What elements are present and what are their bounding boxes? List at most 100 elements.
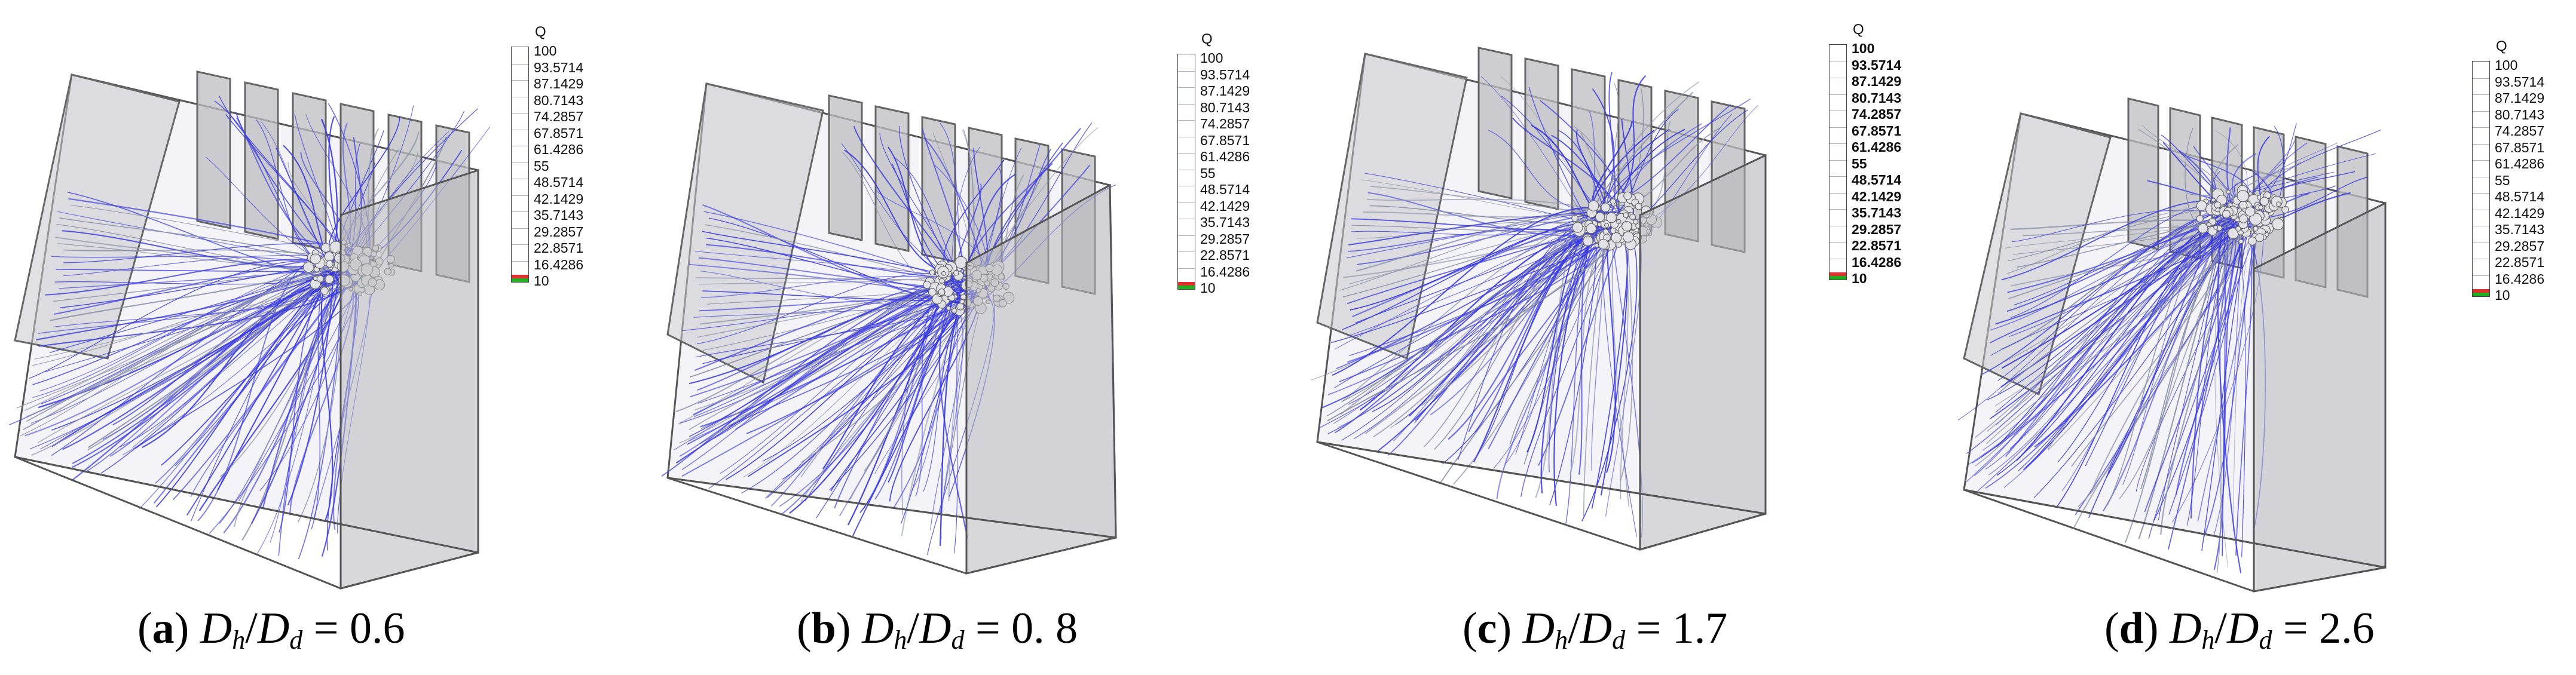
legend-label: 74.2857 xyxy=(1852,106,1902,122)
legend-tick xyxy=(1178,70,1195,72)
legend-tick xyxy=(512,195,528,196)
baffle-plate xyxy=(1477,47,1513,200)
streamline xyxy=(1596,98,1751,211)
legend-label: 87.1429 xyxy=(534,76,584,91)
legend-label: 35.7143 xyxy=(1852,205,1902,220)
bubble xyxy=(946,305,952,311)
bubble xyxy=(929,269,935,276)
caption-subscript-h: h xyxy=(1555,625,1568,655)
legend-title: Q xyxy=(1201,31,1213,47)
streamline xyxy=(705,237,986,291)
legend-tick xyxy=(1178,153,1195,154)
legend-label: 10 xyxy=(2495,287,2510,303)
legend-label: 22.8571 xyxy=(1852,238,1902,253)
bubble xyxy=(1623,191,1632,200)
bubble xyxy=(1587,200,1599,211)
streamline xyxy=(1988,216,2247,475)
bubble xyxy=(2196,214,2204,223)
streamline-render-c xyxy=(1311,47,1767,551)
streamline xyxy=(1339,229,1613,382)
legend-tick xyxy=(2473,193,2489,194)
bubble xyxy=(923,281,931,289)
legend-label: 80.7143 xyxy=(1852,90,1902,106)
streamline xyxy=(2119,220,2256,499)
caption-subscript-h: h xyxy=(2201,625,2215,655)
streamline xyxy=(2223,161,2302,210)
streamline xyxy=(1981,217,2250,458)
streamline xyxy=(44,265,356,373)
legend-label: 22.8571 xyxy=(1200,247,1250,263)
baffle-plate xyxy=(921,116,956,263)
bubble xyxy=(2235,226,2241,232)
caption-equals: = xyxy=(302,604,350,653)
legend-label: 74.2857 xyxy=(534,109,584,124)
caption-symbol-D: D xyxy=(1580,604,1613,653)
basin-side-wall xyxy=(339,168,479,590)
legend-title: Q xyxy=(1853,22,1864,38)
caption-a: (a) Dh/Dd = 0.6 xyxy=(137,604,405,655)
bubble xyxy=(1633,219,1639,225)
legend-swatch-red xyxy=(512,275,528,278)
baffle-plate xyxy=(828,94,863,241)
legend-tick xyxy=(1178,202,1195,203)
streamline xyxy=(2229,226,2246,557)
legend-label: 35.7143 xyxy=(534,207,584,223)
streamline xyxy=(19,268,368,437)
legend-label: 67.8571 xyxy=(1200,132,1250,148)
basin-floor-edge xyxy=(1963,489,2386,593)
caption-equals: = xyxy=(1625,604,1672,653)
legend-tick xyxy=(512,80,528,81)
legend-label: 74.2857 xyxy=(1200,116,1250,131)
legend-colorbar xyxy=(1177,54,1195,290)
legend-label: 48.5714 xyxy=(1200,182,1250,197)
streamline xyxy=(287,263,334,505)
bubble xyxy=(1571,214,1579,222)
streamline xyxy=(39,257,332,392)
streamline xyxy=(1352,220,1596,318)
panel-d: Q 100 93.5714 87.1429 80.7143 74.2857 67.8571 6… xyxy=(1931,0,2575,675)
bubble xyxy=(1605,212,1617,223)
bubble xyxy=(2213,225,2219,230)
legend-label: 93.5714 xyxy=(534,59,584,75)
streamline xyxy=(767,300,978,498)
legend-colorbar xyxy=(1829,44,1847,280)
legend-label: 48.5714 xyxy=(534,174,584,190)
bubble xyxy=(2237,190,2249,202)
basin-back-wall xyxy=(666,82,824,384)
streamline xyxy=(2102,218,2237,512)
bubble xyxy=(1610,198,1616,205)
streamline xyxy=(2235,200,2253,556)
legend-title: Q xyxy=(535,24,546,40)
legend-tick xyxy=(512,228,528,229)
legend-swatch-green xyxy=(2473,293,2489,296)
legend-label: 10 xyxy=(1852,271,1867,286)
legend-label: 16.4286 xyxy=(1852,254,1902,270)
legend-label: 16.4286 xyxy=(1200,263,1250,280)
streamline xyxy=(698,257,955,289)
legend-label: 100 xyxy=(2495,57,2518,73)
legend-swatch-green xyxy=(1829,276,1846,280)
legend-label: 10 xyxy=(1200,280,1216,296)
caption-letter: c xyxy=(1477,604,1497,653)
bubble xyxy=(2248,191,2253,196)
bubble xyxy=(326,260,334,268)
legend-tick xyxy=(1178,87,1195,88)
streamline xyxy=(2210,170,2243,227)
caption-equals: = xyxy=(2272,604,2320,653)
basin-floor-edge xyxy=(14,456,479,590)
caption-subscript-d: d xyxy=(2259,625,2272,655)
streamline xyxy=(1620,233,1629,499)
legend-label: 22.8571 xyxy=(534,240,584,256)
legend-label: 16.4286 xyxy=(2495,271,2545,287)
caption-subscript-d: d xyxy=(951,625,965,655)
legend-tick xyxy=(2473,275,2489,276)
panel-c: Q 100 93.5714 87.1429 80.7143 74.2857 67.8571 6… xyxy=(1287,0,1931,675)
streamline xyxy=(1987,217,2248,432)
streamline xyxy=(1339,206,1601,291)
bubble xyxy=(1598,238,1609,250)
bubble xyxy=(1616,219,1622,225)
streamline xyxy=(2010,200,2243,318)
caption-letter: a xyxy=(152,604,175,653)
legend-tick xyxy=(1829,143,1846,144)
bubble xyxy=(2275,201,2281,207)
